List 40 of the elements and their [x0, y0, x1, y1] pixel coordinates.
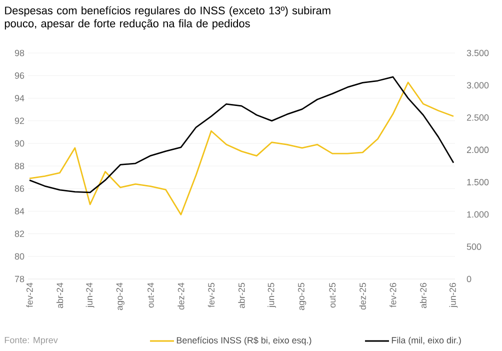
y-tick-label: 96	[14, 72, 24, 79]
x-tick-label: dez-24	[178, 282, 184, 310]
y-tick-label: 84	[14, 208, 24, 214]
y-tick-label: 86	[14, 185, 24, 192]
x-tick-label: dez-25	[359, 282, 366, 310]
y2-tick-label: 1.500	[467, 178, 489, 186]
x-tick-label: out-25	[329, 282, 336, 308]
x-tick-label: ago-24	[116, 282, 124, 310]
y-tick-label: 82	[14, 230, 24, 237]
x-tick-label: fev-25	[208, 282, 215, 308]
y2-tick-label: 3.000	[466, 82, 489, 88]
x-tick-label: abr-24	[56, 282, 64, 308]
source-note: Fonte: Mprev	[4, 336, 58, 346]
x-tick-label: jun-26	[449, 282, 458, 308]
y-tick-label: 80	[14, 253, 24, 260]
x-tick-label: ago-25	[298, 282, 306, 310]
y2-tick-label: 2.500	[466, 114, 489, 121]
legend-label: Fila (mil, eixo dir.)	[392, 336, 461, 346]
x-tick-label: fev-24	[26, 282, 33, 308]
x-tick-label: fev-26	[390, 282, 396, 308]
y-tick-label: 88	[14, 162, 24, 170]
chart-title: Despesas com benefícios regulares do INSS (exceto 13º) subiram pouco, apesar de forte redução na fila de pedidos	[4, 6, 330, 30]
y-tick-label: 98	[14, 50, 24, 56]
line-series	[28, 82, 454, 216]
y-tick-label: 90	[14, 140, 24, 147]
x-tick-label: abr-26	[420, 282, 427, 308]
y2-tick-label: 2.000	[466, 146, 489, 154]
y2-tick-label: 3.500	[466, 50, 489, 56]
line-series	[28, 76, 454, 194]
legend-label: Benefícios INSS (R$ bi, eixo esq.)	[176, 336, 312, 346]
x-tick-label: jun-25	[268, 282, 276, 308]
y2-tick-label: 1.000	[467, 211, 489, 218]
y-tick-label: 94	[14, 95, 24, 102]
x-tick-label: out-24	[147, 282, 154, 308]
y2-tick-label: 0	[466, 276, 472, 282]
x-tick-label: abr-25	[238, 282, 245, 308]
y-tick-label: 78	[14, 276, 24, 282]
x-tick-label: jun-24	[86, 282, 94, 308]
y-tick-label: 92	[14, 118, 24, 124]
y2-tick-label: 500	[466, 244, 482, 250]
